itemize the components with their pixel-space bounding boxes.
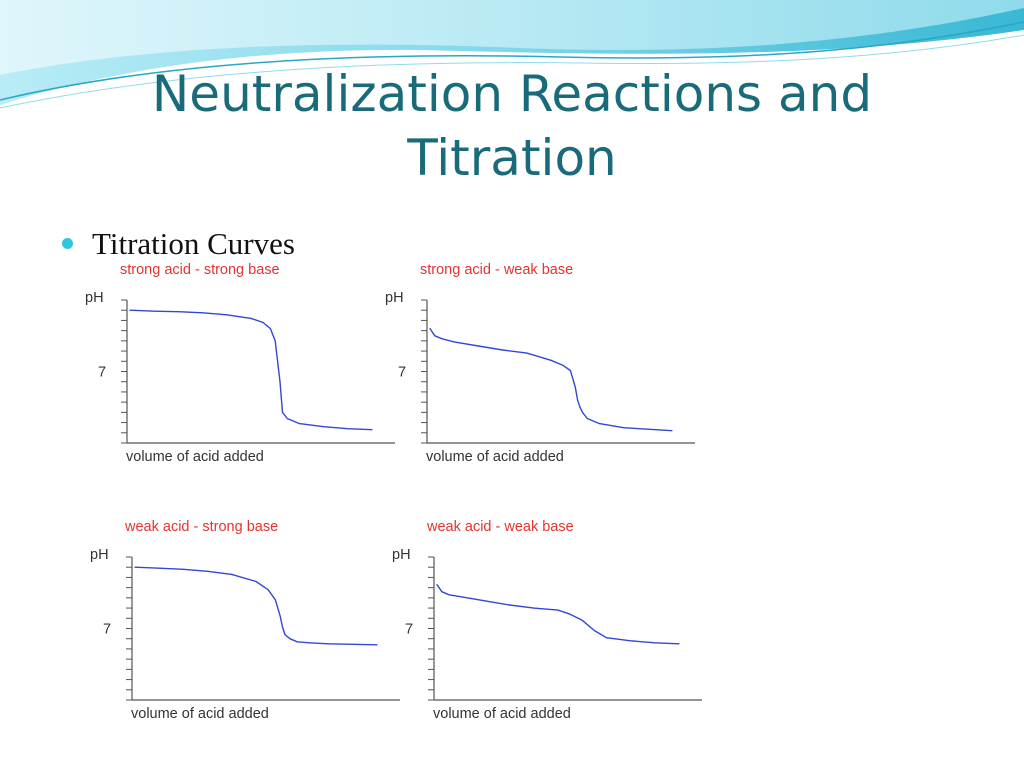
data-point bbox=[562, 364, 564, 366]
chart-title: weak acid - strong base bbox=[124, 519, 278, 535]
y-tick-label: 7 bbox=[398, 365, 406, 381]
bullet-text: Titration Curves bbox=[92, 226, 295, 261]
data-point bbox=[289, 638, 291, 640]
data-point bbox=[574, 386, 576, 388]
titration-curve bbox=[129, 309, 373, 431]
data-point bbox=[579, 406, 581, 408]
data-point bbox=[286, 417, 288, 420]
data-point bbox=[269, 328, 271, 330]
data-point bbox=[671, 430, 673, 432]
data-point bbox=[605, 637, 607, 639]
data-point bbox=[207, 570, 209, 572]
slide-title: Neutralization Reactions and Titration bbox=[100, 62, 924, 190]
titration-curve bbox=[429, 328, 673, 432]
data-point bbox=[231, 573, 233, 575]
data-point bbox=[477, 345, 479, 347]
header-wave-decoration bbox=[0, 0, 1024, 109]
data-point bbox=[586, 417, 588, 420]
data-point bbox=[308, 642, 310, 644]
data-point bbox=[250, 317, 252, 319]
data-point bbox=[581, 411, 584, 413]
x-axis-label: volume of acid added bbox=[426, 449, 564, 465]
data-point bbox=[296, 641, 298, 643]
data-point bbox=[436, 584, 438, 586]
titration-curve bbox=[436, 584, 680, 645]
data-point bbox=[630, 640, 632, 642]
data-point bbox=[577, 399, 579, 401]
y-tick-label: 7 bbox=[103, 622, 111, 638]
titration-curve bbox=[134, 566, 378, 646]
data-point bbox=[533, 607, 535, 609]
chart-title: strong acid - weak base bbox=[420, 262, 573, 278]
data-point bbox=[134, 566, 136, 568]
data-point bbox=[429, 328, 431, 330]
y-axis-label: pH bbox=[385, 290, 404, 306]
y-axis-label: pH bbox=[392, 547, 411, 563]
data-point bbox=[328, 643, 330, 645]
chart-title: strong acid - strong base bbox=[120, 262, 280, 278]
data-point bbox=[550, 359, 552, 361]
data-point bbox=[569, 613, 571, 615]
chart-strong-acid-strong-base: strong acid - strong base pH volume of aci… bbox=[85, 262, 395, 465]
data-point bbox=[569, 369, 571, 372]
x-axis-label: volume of acid added bbox=[131, 706, 269, 722]
data-point bbox=[267, 589, 269, 591]
data-point bbox=[441, 591, 443, 593]
data-point bbox=[284, 634, 286, 636]
data-point bbox=[226, 314, 228, 316]
data-point bbox=[623, 427, 625, 429]
data-point bbox=[274, 599, 276, 601]
x-axis-label: volume of acid added bbox=[433, 706, 571, 722]
data-point bbox=[153, 310, 155, 312]
data-point bbox=[376, 644, 378, 646]
data-point bbox=[281, 411, 284, 413]
y-tick-label: 7 bbox=[98, 365, 106, 381]
data-point bbox=[484, 600, 486, 602]
data-point bbox=[158, 567, 160, 569]
data-point bbox=[448, 594, 450, 596]
data-point bbox=[581, 619, 583, 621]
y-axis-label: pH bbox=[90, 547, 109, 563]
data-point bbox=[598, 423, 600, 425]
y-axis-label: pH bbox=[85, 290, 104, 306]
x-axis-label: volume of acid added bbox=[126, 449, 264, 465]
data-point bbox=[557, 609, 559, 611]
data-point bbox=[526, 352, 528, 354]
data-point bbox=[347, 428, 349, 430]
data-point bbox=[323, 426, 325, 428]
data-point bbox=[177, 311, 179, 313]
data-point bbox=[182, 568, 184, 570]
chart-title: weak acid - weak base bbox=[426, 519, 574, 535]
data-point bbox=[371, 429, 373, 431]
bullet-dot-icon bbox=[62, 238, 73, 249]
chart-strong-acid-weak-base: strong acid - weak base pH volume of acid … bbox=[385, 262, 695, 465]
data-point bbox=[509, 604, 511, 606]
data-point bbox=[255, 580, 257, 583]
data-point bbox=[274, 340, 276, 342]
title-line-2: Titration bbox=[407, 129, 617, 187]
data-point bbox=[434, 335, 436, 337]
data-point bbox=[279, 615, 281, 617]
data-point bbox=[277, 360, 279, 362]
data-point bbox=[262, 321, 264, 324]
data-point bbox=[202, 312, 204, 314]
data-point bbox=[647, 428, 649, 430]
data-point bbox=[593, 629, 595, 632]
data-point bbox=[678, 643, 680, 645]
data-point bbox=[453, 341, 455, 343]
chart-weak-acid-weak-base: weak acid - weak base pH volume of acid ad… bbox=[392, 519, 702, 722]
data-point bbox=[298, 423, 300, 425]
chart-weak-acid-strong-base: weak acid - strong base pH volume of acid … bbox=[90, 519, 400, 722]
y-tick-label: 7 bbox=[405, 622, 413, 638]
data-point bbox=[460, 596, 462, 598]
data-point bbox=[279, 381, 281, 383]
data-point bbox=[129, 309, 131, 311]
data-point bbox=[654, 642, 656, 644]
title-line-1: Neutralization Reactions and bbox=[151, 65, 873, 123]
data-point bbox=[352, 643, 354, 645]
data-point bbox=[441, 338, 443, 340]
data-point bbox=[502, 349, 504, 351]
data-point bbox=[282, 626, 284, 629]
